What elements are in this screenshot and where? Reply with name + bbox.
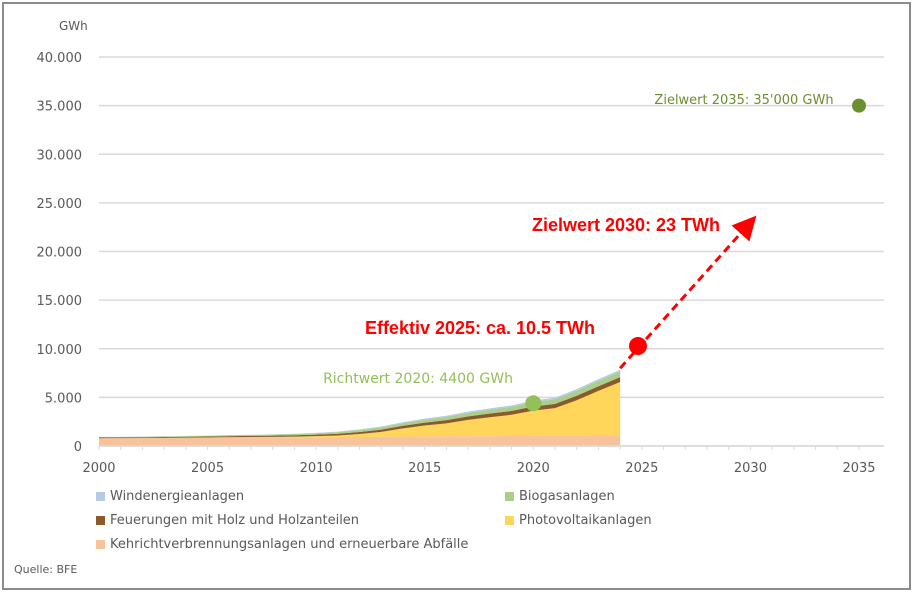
- legend-swatch-waste: [96, 540, 105, 549]
- x-tick-label: 2020: [517, 461, 550, 476]
- x-tick-label: 2035: [842, 461, 875, 476]
- y-tick-label: 40.000: [37, 51, 83, 66]
- legend-item-wood: Feuerungen mit Holz und Holzanteilen: [96, 513, 359, 528]
- gridlines: [99, 56, 884, 447]
- legend-item-biogas: Biogasanlagen: [505, 489, 615, 504]
- y-tick-label: 15.000: [37, 294, 83, 309]
- legend-label-biogas: Biogasanlagen: [519, 489, 615, 504]
- legend-item-pv: Photovoltaikanlagen: [505, 513, 652, 528]
- x-axis: 2000 2005 2010 2015 2020 2025 2030 2035: [82, 445, 884, 476]
- legend-swatch-wood: [96, 516, 105, 525]
- y-tick-label: 35.000: [37, 100, 83, 115]
- marker-label-1: Zielwert 2035: 35'000 GWh: [654, 93, 833, 108]
- x-tick-label: 2025: [625, 461, 658, 476]
- x-tick-label: 2000: [82, 461, 115, 476]
- y-tick-label: 30.000: [37, 148, 83, 163]
- y-axis: 0 5.000 10.000 15.000 20.000 25.000 30.000 35.0…: [37, 51, 83, 455]
- legend-swatch-biogas: [505, 492, 514, 501]
- marker-point-2: [629, 337, 647, 355]
- y-axis-unit-label: GWh: [59, 19, 88, 33]
- legend-swatch-pv: [505, 516, 514, 525]
- marker-point-1: [852, 98, 866, 113]
- legend-label-wind: Windenergieanlagen: [110, 489, 245, 504]
- legend-label-waste: Kehrichtverbrennungsanlagen und erneuerb…: [110, 537, 469, 552]
- source-note: Quelle: BFE: [14, 563, 78, 576]
- legend-item-waste: Kehrichtverbrennungsanlagen und erneuerb…: [96, 537, 468, 552]
- marker-label-2: Effektiv 2025: ca. 10.5 TWh: [365, 318, 595, 338]
- marker-label-0: Richtwert 2020: 4400 GWh: [323, 371, 513, 387]
- legend-item-wind: Windenergieanlagen: [96, 489, 244, 504]
- area-series-1: [99, 382, 621, 439]
- x-tick-label: 2015: [408, 461, 441, 476]
- y-tick-label: 0: [74, 440, 82, 455]
- marker-point-0: [525, 395, 542, 412]
- x-tick-label: 2010: [300, 461, 333, 476]
- legend-label-pv: Photovoltaikanlagen: [519, 513, 652, 528]
- legend-label-wood: Feuerungen mit Holz und Holzanteilen: [110, 513, 360, 528]
- stacked-areas: [99, 369, 621, 446]
- legend-swatch-wind: [96, 492, 105, 501]
- x-tick-label: 2030: [734, 461, 767, 476]
- x-tick-label: 2005: [191, 461, 224, 476]
- y-tick-label: 10.000: [37, 343, 83, 358]
- projection-label-2030: Zielwert 2030: 23 TWh: [532, 215, 720, 235]
- y-tick-label: 20.000: [37, 246, 83, 261]
- y-tick-label: 5.000: [45, 391, 82, 406]
- y-tick-label: 25.000: [37, 197, 83, 212]
- area-series-0: [99, 435, 621, 446]
- annotations: Zielwert 2030: 23 TWh Richtwert 2020: 440…: [323, 93, 866, 412]
